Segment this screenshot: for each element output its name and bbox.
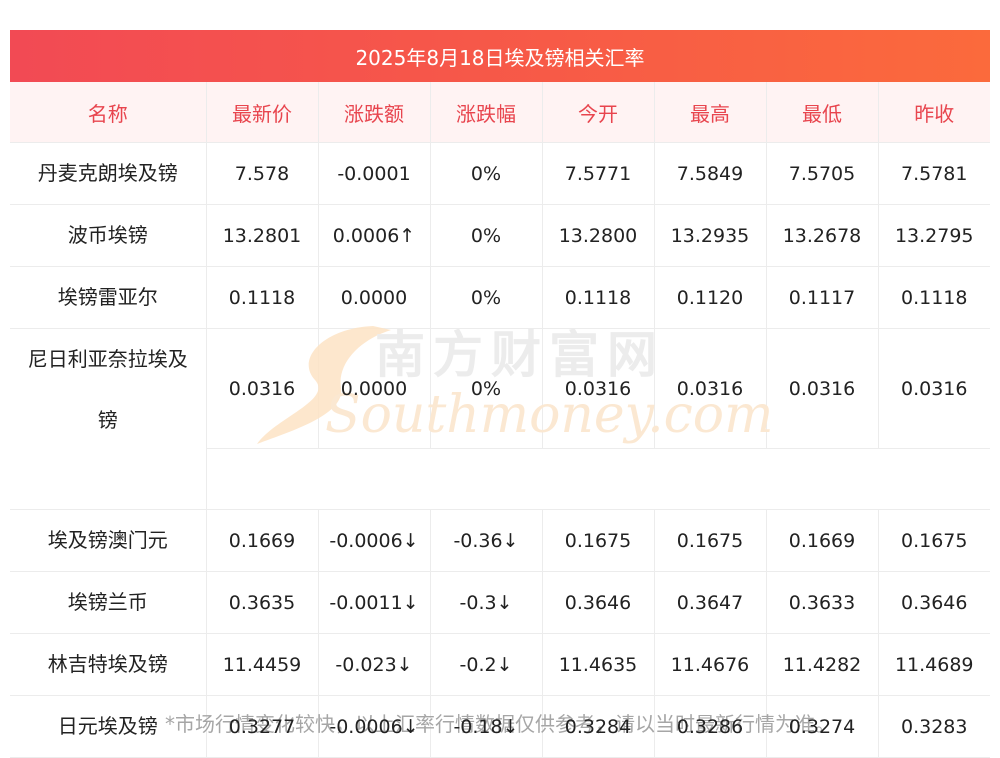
currency-pair-name[interactable]: 林吉特埃及镑 — [10, 633, 207, 696]
prev-close-price: 7.5781 — [878, 142, 990, 205]
currency-pair-name[interactable]: 埃镑兰币 — [10, 571, 207, 634]
open-price: 7.5771 — [542, 142, 655, 205]
high-price: 11.4676 — [654, 633, 767, 696]
high-price: 0.3286 — [654, 695, 767, 758]
open-price: 0.3646 — [542, 571, 655, 634]
open-price: 13.2800 — [542, 204, 655, 267]
change-percent: -0.36↓ — [430, 509, 543, 572]
header-high: 最高 — [654, 82, 767, 143]
table-row-spacer — [10, 448, 990, 510]
latest-price: 0.3635 — [206, 571, 319, 634]
prev-close-price: 11.4689 — [878, 633, 990, 696]
change-percent: 0% — [430, 328, 543, 449]
change-amount: -0.0006↓ — [318, 695, 431, 758]
latest-price: 0.3277 — [206, 695, 319, 758]
low-price: 0.1117 — [766, 266, 879, 329]
header-change-pct: 涨跌幅 — [430, 82, 543, 143]
low-price: 0.0316 — [766, 328, 879, 449]
open-price: 11.4635 — [542, 633, 655, 696]
prev-close-price: 0.3646 — [878, 571, 990, 634]
change-amount: -0.0006↓ — [318, 509, 431, 572]
change-percent: 0% — [430, 266, 543, 329]
prev-close-price: 0.3283 — [878, 695, 990, 758]
latest-price: 0.0316 — [206, 328, 319, 449]
low-price: 0.3633 — [766, 571, 879, 634]
prev-close-price: 13.2795 — [878, 204, 990, 267]
low-price: 13.2678 — [766, 204, 879, 267]
change-amount: -0.0011↓ — [318, 571, 431, 634]
currency-pair-name[interactable]: 丹麦克朗埃及镑 — [10, 142, 207, 205]
low-price: 0.1669 — [766, 509, 879, 572]
change-percent: 0% — [430, 204, 543, 267]
currency-pair-name-line1: 尼日利亚奈拉埃及 — [27, 347, 188, 371]
page-title: 2025年8月18日埃及镑相关汇率 — [10, 30, 990, 82]
currency-pair-name-line2: 镑 — [97, 408, 118, 432]
prev-close-price: 0.1675 — [878, 509, 990, 572]
table-row: 波币埃镑 13.2801 0.0006↑ 0% 13.2800 13.2935 … — [10, 204, 990, 267]
change-percent: 0% — [430, 142, 543, 205]
high-price: 0.3647 — [654, 571, 767, 634]
table-row: 林吉特埃及镑 11.4459 -0.023↓ -0.2↓ 11.4635 11.… — [10, 633, 990, 696]
change-amount: 0.0000 — [318, 266, 431, 329]
header-prev-close: 昨收 — [878, 82, 990, 143]
change-amount: -0.023↓ — [318, 633, 431, 696]
exchange-rate-table: 名称 最新价 涨跌额 涨跌幅 今开 最高 最低 昨收 丹麦克朗埃及镑 7.578… — [10, 82, 990, 758]
change-percent: -0.3↓ — [430, 571, 543, 634]
high-price: 0.0316 — [654, 328, 767, 449]
table-header-row: 名称 最新价 涨跌额 涨跌幅 今开 最高 最低 昨收 — [10, 82, 990, 143]
currency-pair-name[interactable]: 波币埃镑 — [10, 204, 207, 267]
header-latest: 最新价 — [206, 82, 319, 143]
change-percent: -0.2↓ — [430, 633, 543, 696]
low-price: 0.3274 — [766, 695, 879, 758]
low-price: 7.5705 — [766, 142, 879, 205]
table-row: 丹麦克朗埃及镑 7.578 -0.0001 0% 7.5771 7.5849 7… — [10, 142, 990, 205]
change-amount: 0.0006↑ — [318, 204, 431, 267]
latest-price: 0.1669 — [206, 509, 319, 572]
prev-close-price: 0.1118 — [878, 266, 990, 329]
currency-pair-name[interactable]: 埃及镑澳门元 — [10, 509, 207, 572]
empty-cell — [206, 448, 990, 510]
high-price: 0.1120 — [654, 266, 767, 329]
change-amount: -0.0001 — [318, 142, 431, 205]
currency-pair-name[interactable]: 日元埃及镑 — [10, 695, 207, 758]
open-price: 0.1118 — [542, 266, 655, 329]
currency-pair-name[interactable]: 埃镑雷亚尔 — [10, 266, 207, 329]
header-change: 涨跌额 — [318, 82, 431, 143]
low-price: 11.4282 — [766, 633, 879, 696]
table-row: 埃及镑澳门元 0.1669 -0.0006↓ -0.36↓ 0.1675 0.1… — [10, 509, 990, 572]
table-row: 日元埃及镑 0.3277 -0.0006↓ -0.18↓ 0.3284 0.32… — [10, 695, 990, 758]
latest-price: 11.4459 — [206, 633, 319, 696]
change-percent: -0.18↓ — [430, 695, 543, 758]
change-amount: 0.0000 — [318, 328, 431, 449]
table-row: 埃镑雷亚尔 0.1118 0.0000 0% 0.1118 0.1120 0.1… — [10, 266, 990, 329]
open-price: 0.0316 — [542, 328, 655, 449]
table-row: 尼日利亚奈拉埃及 镑 0.0316 0.0000 0% 0.0316 0.031… — [10, 328, 990, 510]
latest-price: 7.578 — [206, 142, 319, 205]
header-name: 名称 — [10, 82, 207, 143]
prev-close-price: 0.0316 — [878, 328, 990, 449]
header-open: 今开 — [542, 82, 655, 143]
high-price: 0.1675 — [654, 509, 767, 572]
latest-price: 0.1118 — [206, 266, 319, 329]
latest-price: 13.2801 — [206, 204, 319, 267]
currency-pair-name[interactable]: 尼日利亚奈拉埃及 镑 — [10, 328, 207, 510]
open-price: 0.1675 — [542, 509, 655, 572]
header-low: 最低 — [766, 82, 879, 143]
high-price: 7.5849 — [654, 142, 767, 205]
open-price: 0.3284 — [542, 695, 655, 758]
table-row: 埃镑兰币 0.3635 -0.0011↓ -0.3↓ 0.3646 0.3647… — [10, 571, 990, 634]
high-price: 13.2935 — [654, 204, 767, 267]
